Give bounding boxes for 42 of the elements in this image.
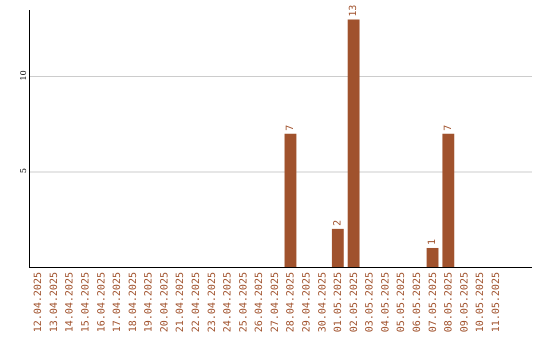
x-tick-label: 21.04.2025 [175, 272, 186, 332]
x-tick-label: 24.04.2025 [222, 272, 234, 332]
x-tick-label: 05.05.2025 [396, 272, 408, 332]
bar [426, 248, 438, 267]
x-tick-label: 16.04.2025 [96, 272, 108, 332]
x-tick-label: 20.04.2025 [159, 272, 170, 332]
x-tick-label: 08.05.2025 [444, 272, 455, 332]
x-tick-label: 17.04.2025 [112, 272, 124, 332]
x-tick-label: 29.04.2025 [302, 272, 313, 332]
x-tick-label: 22.04.2025 [191, 272, 202, 332]
x-tick-label: 02.05.2025 [348, 272, 360, 332]
x-tick-label: 03.05.2025 [364, 272, 376, 332]
x-tick-label: 07.05.2025 [428, 272, 439, 332]
data-label: 2 [332, 220, 344, 226]
y-tick-label: 10 [18, 70, 28, 81]
data-label: 7 [284, 124, 296, 131]
x-tick-label: 26.04.2025 [254, 272, 266, 332]
data-label: 13 [348, 4, 360, 17]
x-tick-label: 15.04.2025 [80, 272, 92, 332]
x-tick-label: 13.04.2025 [48, 272, 60, 332]
x-tick-label: 19.04.2025 [144, 272, 155, 332]
bar [442, 134, 454, 267]
bar [332, 228, 344, 267]
x-tick-label: 01.05.2025 [333, 272, 344, 332]
x-tick-label: 28.04.2025 [286, 272, 297, 332]
x-tick-label: 14.04.2025 [64, 272, 76, 332]
bar [348, 20, 360, 267]
x-tick-label: 25.04.2025 [238, 272, 250, 332]
data-label: 7 [442, 124, 454, 131]
data-label: 1 [427, 238, 438, 245]
x-tick-label: 27.04.2025 [270, 272, 281, 332]
x-tick-label: 04.05.2025 [380, 272, 392, 332]
x-tick-label: 09.05.2025 [459, 272, 470, 332]
x-tick-label: 10.05.2025 [475, 272, 486, 332]
x-tick-label: 12.04.2025 [33, 272, 44, 332]
bar [284, 134, 296, 267]
x-tick-label: 30.04.2025 [317, 272, 328, 332]
x-tick-label: 18.04.2025 [128, 272, 139, 332]
y-tick-label: 5 [18, 168, 28, 174]
x-tick-label: 23.04.2025 [206, 272, 218, 332]
x-tick-label: 06.05.2025 [412, 272, 424, 332]
x-tick-label: 11.05.2025 [490, 272, 502, 332]
